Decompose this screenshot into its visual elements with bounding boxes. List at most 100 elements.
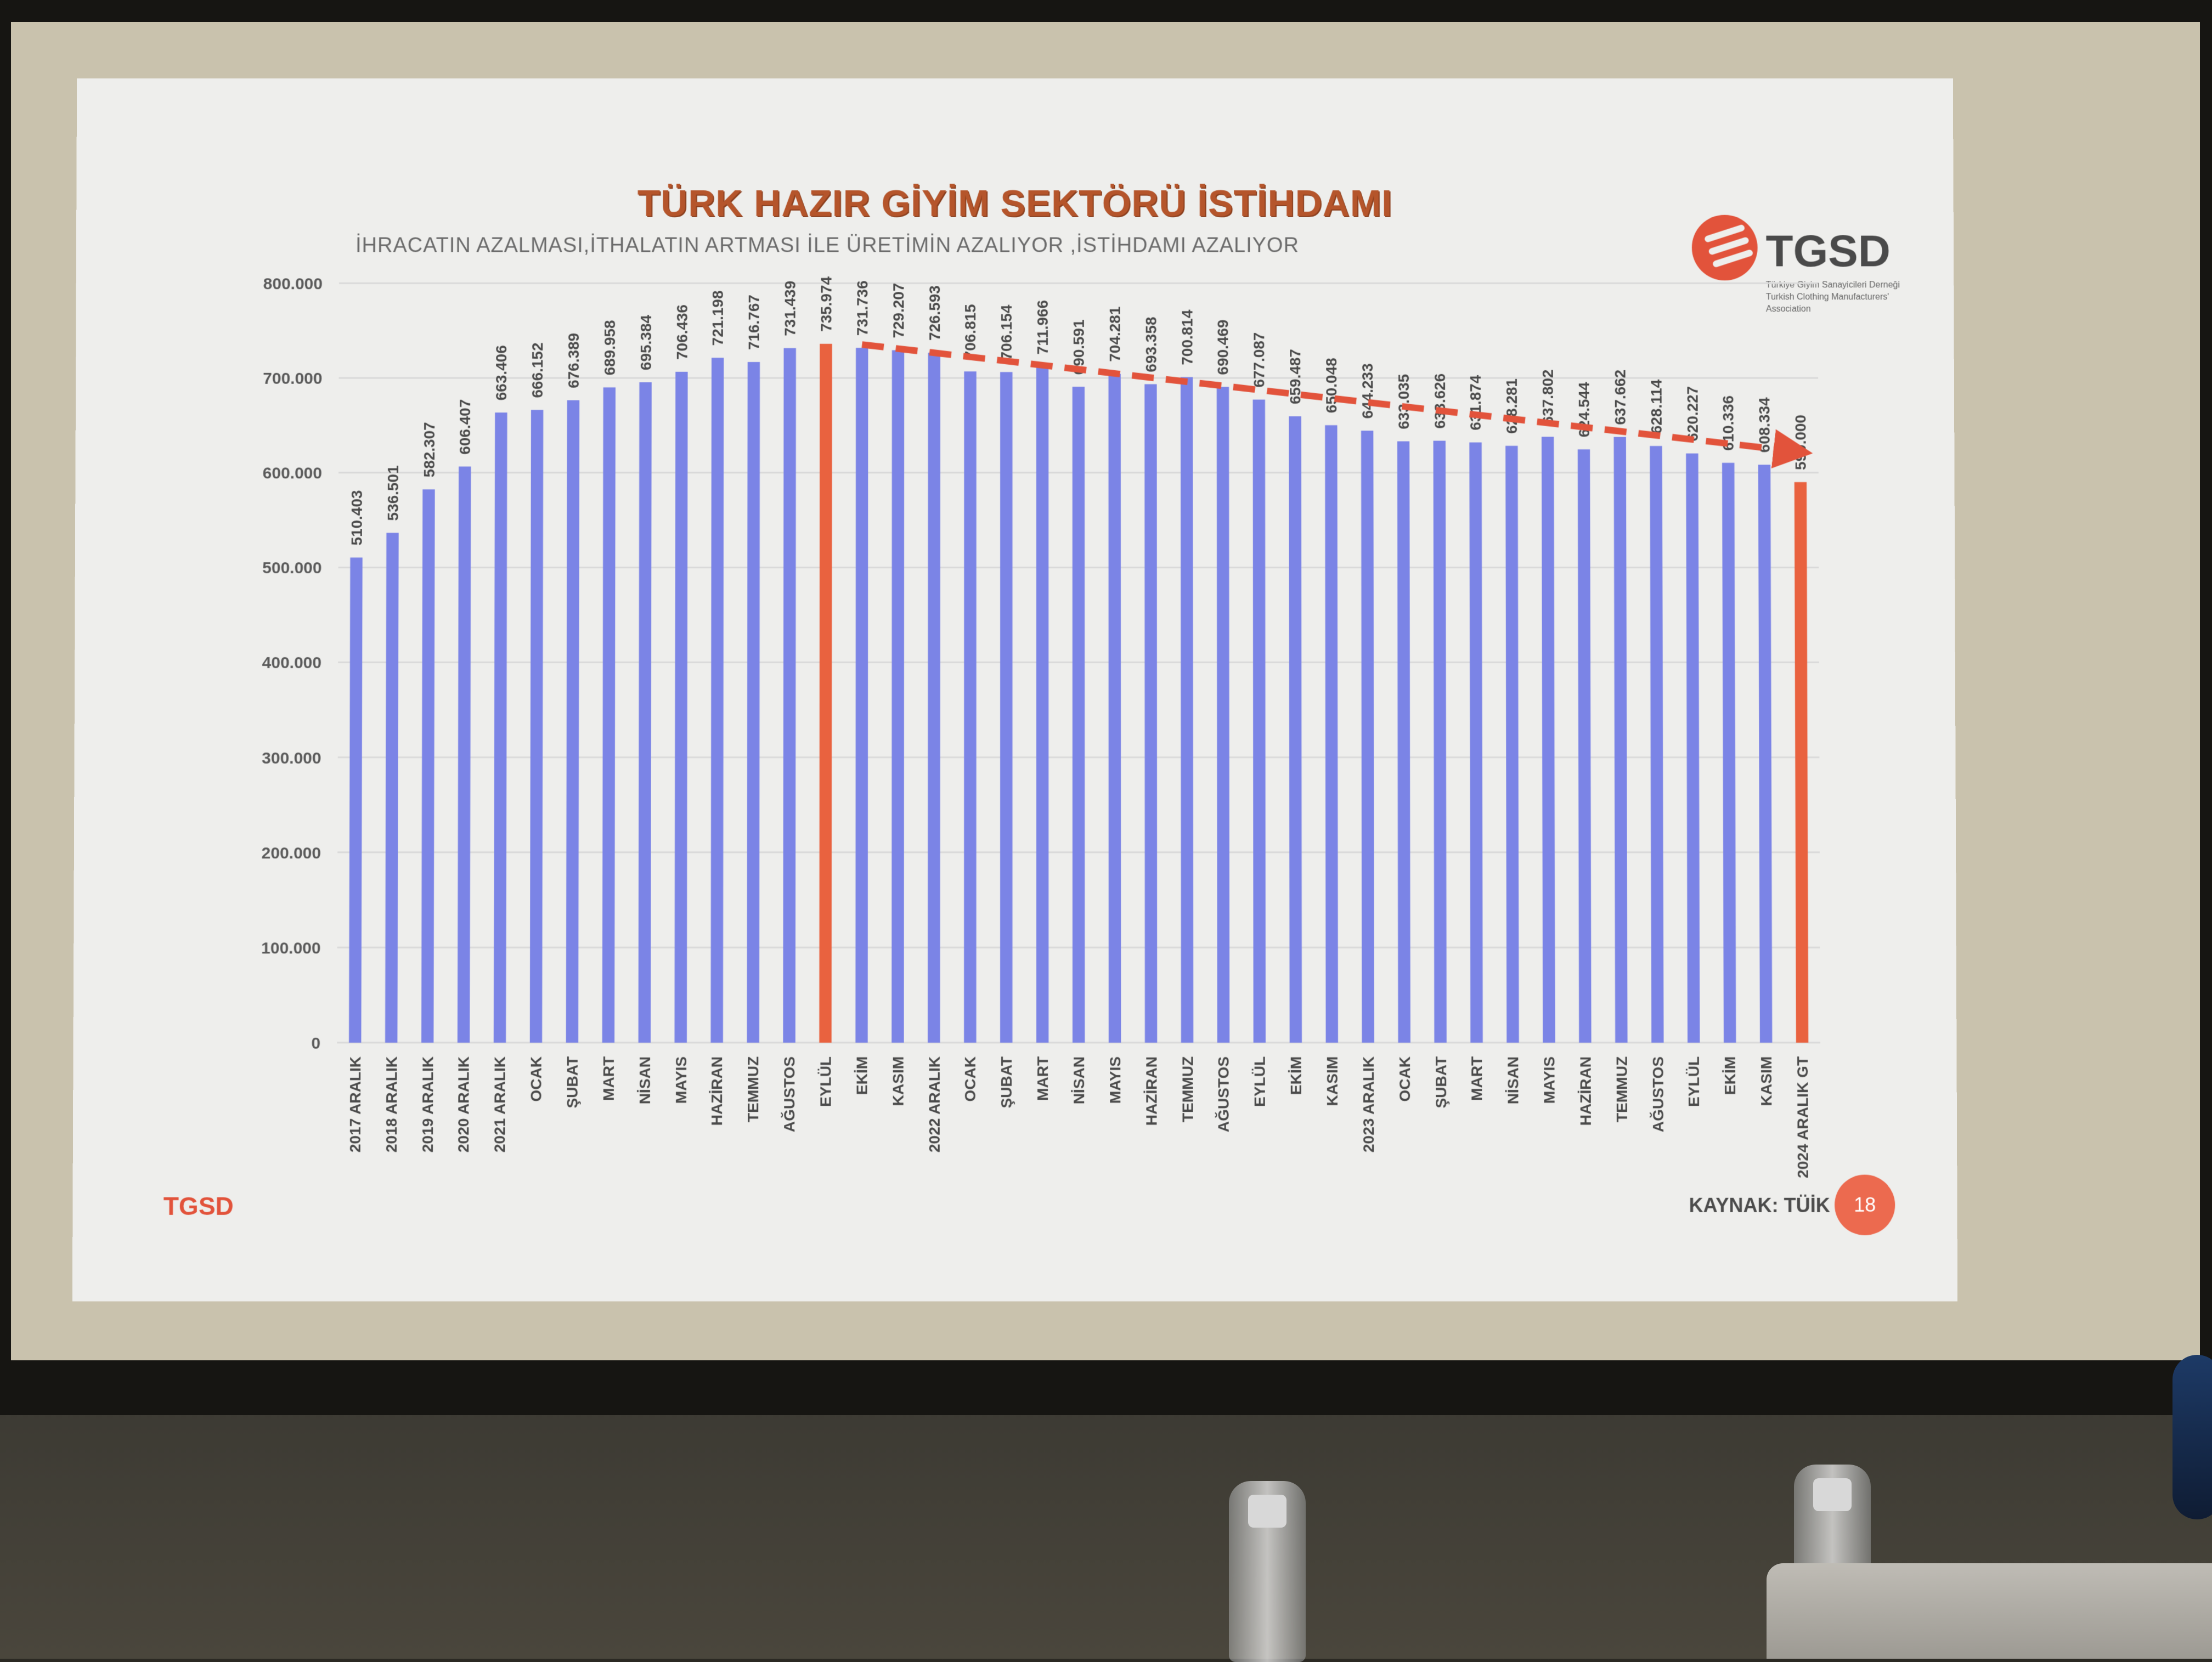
bar [1469, 443, 1482, 1043]
bar-value-label: 689.958 [601, 320, 618, 375]
bar-value-label: 620.227 [1684, 386, 1701, 442]
y-tick-label: 400.000 [262, 654, 322, 672]
bar [1722, 463, 1736, 1043]
bottle-cap-left [1248, 1495, 1286, 1528]
bar [783, 348, 796, 1043]
bar [710, 358, 724, 1042]
x-tick-label: NİSAN [1505, 1056, 1522, 1104]
bar-value-label: 510.403 [348, 490, 365, 546]
footer-brand: TGSD [163, 1191, 234, 1221]
bar [1397, 442, 1410, 1043]
bar [1073, 387, 1085, 1043]
y-tick-label: 700.000 [263, 370, 322, 388]
bar [1289, 416, 1302, 1043]
y-tick-label: 100.000 [261, 939, 321, 957]
y-tick-label: 600.000 [263, 465, 322, 483]
x-tick-label: TEMMUZ [1613, 1056, 1630, 1122]
bar [1361, 431, 1374, 1043]
bar-value-label: 536.501 [385, 465, 402, 521]
bar [639, 382, 652, 1043]
bar-value-label: 633.035 [1395, 374, 1412, 429]
bar-value-label: 700.814 [1178, 309, 1195, 365]
x-tick-label: KASIM [1324, 1056, 1341, 1106]
bar [855, 348, 868, 1043]
x-tick-label: OCAK [528, 1056, 545, 1102]
bottle-cap-right [1813, 1478, 1852, 1511]
bar [1542, 437, 1555, 1042]
x-tick-label: MAYIS [673, 1056, 690, 1104]
bar [421, 489, 435, 1043]
bar-value-label: 677.087 [1251, 332, 1268, 388]
employment-bar-chart: 0 100.000 200.000 300.000 400.000 500.000 600.… [72, 78, 1957, 1302]
bar [1036, 366, 1049, 1043]
bar-value-label: 693.358 [1142, 317, 1159, 372]
x-tick-label: MART [600, 1056, 617, 1101]
bar-value-label: 726.593 [926, 285, 943, 341]
bar [675, 372, 688, 1043]
bar [530, 410, 544, 1042]
laptop [1767, 1563, 2212, 1659]
bar-value-label: 628.114 [1647, 379, 1664, 434]
x-tick-label: 2022 ARALIK [926, 1056, 943, 1152]
bar [1758, 465, 1773, 1043]
x-tick-label: EYLÜL [817, 1056, 834, 1107]
source-label: KAYNAK: TÜİK [1689, 1194, 1830, 1217]
bar [1614, 437, 1628, 1043]
x-tick-label: EYLÜL [1251, 1056, 1268, 1107]
x-tick-label: EKİM [1288, 1056, 1305, 1095]
bar-value-label: 706.154 [998, 304, 1015, 360]
x-tick-label: MAYIS [1107, 1056, 1124, 1104]
bar [1217, 387, 1229, 1042]
y-tick-label: 200.000 [262, 844, 321, 862]
x-tick-label: TEMMUZ [744, 1056, 761, 1122]
bar [1000, 372, 1012, 1043]
x-tick-label: ŞUBAT [998, 1056, 1015, 1109]
x-tick-label: TEMMUZ [1179, 1056, 1196, 1122]
bar [964, 371, 977, 1043]
bar-value-label: 711.966 [1034, 300, 1051, 354]
bar-value-label: 721.198 [709, 291, 726, 346]
bar-value-label: 666.152 [529, 343, 546, 398]
y-tick-label: 300.000 [262, 749, 321, 767]
bar-value-label: 650.048 [1323, 358, 1340, 413]
bar [1108, 374, 1121, 1043]
x-tick-label: MART [1034, 1056, 1051, 1101]
bar-value-label: 704.281 [1107, 307, 1124, 362]
y-tick-label: 0 [311, 1034, 320, 1053]
bar-value-label: 729.207 [890, 283, 907, 338]
x-tick-label: OCAK [1396, 1056, 1413, 1102]
x-tick-label: 2018 ARALIK [383, 1056, 400, 1152]
bar [1181, 377, 1193, 1043]
x-tick-label: 2019 ARALIK [419, 1056, 437, 1152]
x-tick-label: AĞUSTOS [1649, 1056, 1666, 1132]
x-tick-label: HAZİRAN [1577, 1056, 1594, 1126]
bar-value-label: 633.626 [1431, 374, 1448, 429]
bar-value-label: 590.000 [1792, 415, 1809, 470]
bar [1434, 441, 1447, 1043]
x-tick-label: EYLÜL [1685, 1056, 1702, 1107]
bar-value-label: 735.974 [818, 276, 835, 332]
x-tick-label: EKİM [853, 1056, 870, 1095]
presentation-slide: TÜRK HAZIR GİYİM SEKTÖRÜ İSTİHDAMI İHRAC… [72, 78, 1957, 1302]
bar [1650, 446, 1663, 1043]
bar [747, 362, 760, 1043]
x-tick-label: AĞUSTOS [1215, 1056, 1232, 1132]
bar [1325, 425, 1338, 1043]
bar [928, 353, 940, 1043]
x-tick-label: MART [1469, 1056, 1486, 1101]
x-tick-label: 2021 ARALIK [492, 1056, 509, 1152]
x-tick-label: ŞUBAT [1432, 1056, 1449, 1109]
x-tick-label: KASIM [1758, 1056, 1775, 1106]
bar-value-label: 731.736 [854, 280, 871, 336]
bar-value-label: 637.802 [1539, 369, 1556, 425]
bar-value-label: 631.874 [1467, 375, 1484, 430]
x-tick-label: 2023 ARALIK [1360, 1056, 1377, 1152]
bar [458, 467, 471, 1043]
bar-value-label: 582.307 [421, 422, 438, 477]
x-tick-label: KASIM [889, 1056, 906, 1106]
bar [602, 387, 616, 1043]
page-number-badge: 18 [1835, 1175, 1895, 1235]
bar-value-label: 695.384 [637, 315, 654, 370]
bar [385, 533, 399, 1042]
bar [566, 400, 579, 1043]
